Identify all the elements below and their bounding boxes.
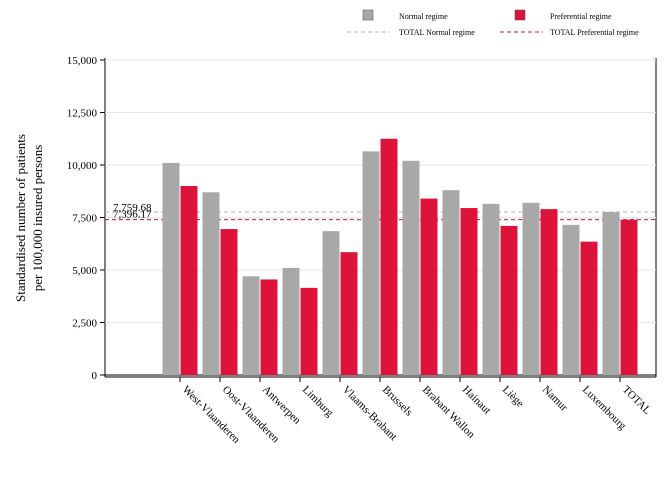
legend-swatch-preferential <box>514 9 526 21</box>
legend-label-preferential: Preferential regime <box>550 12 612 21</box>
y-tick-label: 0 <box>92 370 98 382</box>
bar-preferential-regime <box>420 198 438 375</box>
bar-preferential-regime <box>220 229 238 375</box>
bar-preferential-regime <box>260 279 278 375</box>
bar-preferential-regime <box>340 252 358 375</box>
y-tick-label: 7,500 <box>72 213 97 225</box>
legend-label-total-normal: TOTAL Normal regime <box>399 28 475 37</box>
bar-normal-regime <box>202 192 220 375</box>
y-axis-title-line2: per 100,000 insured persons <box>30 145 45 292</box>
y-tick-label: 5,000 <box>72 265 97 277</box>
bar-normal-regime <box>442 190 460 375</box>
x-tick-label: Limburg <box>300 384 336 420</box>
bars <box>162 138 638 375</box>
bar-normal-regime <box>482 203 500 375</box>
x-tick-label: Liège <box>500 384 526 410</box>
y-tick-label: 2,500 <box>72 318 97 330</box>
bar-preferential-regime <box>380 138 398 375</box>
y-tick-label: 10,000 <box>67 160 98 172</box>
bar-normal-regime <box>242 276 260 375</box>
legend-label-total-preferential: TOTAL Preferential regime <box>550 28 639 37</box>
bar-normal-regime <box>282 267 300 375</box>
bar-preferential-regime <box>620 219 638 375</box>
x-tick-label: Namur <box>540 384 570 414</box>
bar-normal-regime <box>522 202 540 375</box>
bar-preferential-regime <box>580 241 598 375</box>
x-tick-labels: West-VlaanderenOost-VlaanderenAntwerpenL… <box>179 377 653 446</box>
y-tick-label: 15,000 <box>67 55 98 67</box>
bar-preferential-regime <box>540 209 558 375</box>
bar-preferential-regime <box>460 208 478 375</box>
bar-normal-regime <box>362 151 380 375</box>
bar-normal-regime <box>322 231 340 375</box>
x-tick-label: TOTAL <box>620 384 653 417</box>
bar-preferential-regime <box>180 186 198 375</box>
y-ticks: 0 2,500 5,000 7,500 10,000 12,500 15,000 <box>67 55 105 382</box>
bar-normal-regime <box>162 162 180 375</box>
bar-preferential-regime <box>300 287 318 375</box>
x-tick-label: Hainaut <box>460 384 493 417</box>
bar-preferential-regime <box>500 225 518 375</box>
bar-normal-regime <box>562 224 580 375</box>
y-tick-label: 12,500 <box>67 108 98 120</box>
legend-label-normal: Normal regime <box>399 12 448 21</box>
x-tick-label: Brussels <box>380 384 415 419</box>
legend: Normal regime Preferential regime TOTAL … <box>347 9 639 37</box>
bar-normal-regime <box>602 212 620 375</box>
y-axis-title-line1: Standardised number of patients <box>13 134 28 302</box>
ref-label-total-preferential: 7,396.17 <box>113 209 152 221</box>
bar-normal-regime <box>402 160 420 375</box>
legend-swatch-normal <box>362 9 374 21</box>
ref-label-total-normal: 7,759.68 <box>113 202 152 214</box>
